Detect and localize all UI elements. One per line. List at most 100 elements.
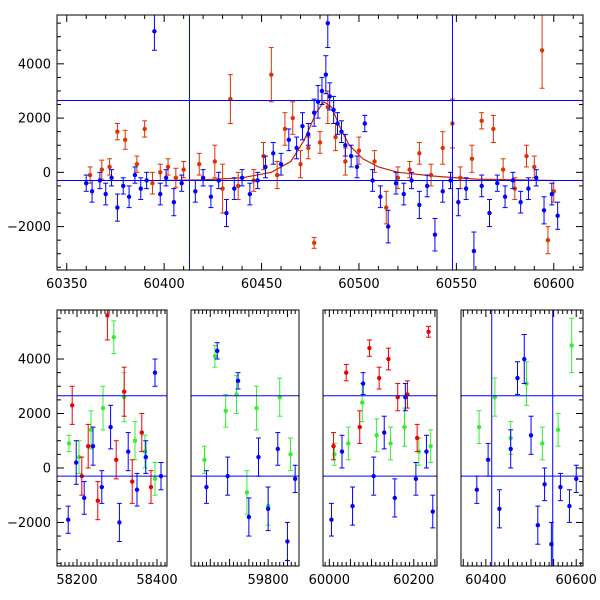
data-point xyxy=(532,164,537,170)
data-point xyxy=(86,443,91,449)
data-point xyxy=(107,164,112,170)
data-point xyxy=(122,137,128,142)
series-0 xyxy=(87,15,557,255)
data-point xyxy=(66,441,72,446)
data-point xyxy=(395,175,401,180)
data-point xyxy=(386,356,391,362)
data-point xyxy=(274,172,280,178)
data-point xyxy=(247,191,253,197)
data-point xyxy=(458,175,463,180)
data-point xyxy=(95,498,101,503)
data-point xyxy=(378,194,383,199)
data-point xyxy=(139,430,144,435)
data-point xyxy=(235,183,241,189)
data-point xyxy=(344,370,349,375)
data-point xyxy=(325,20,330,26)
data-point xyxy=(471,248,477,254)
data-point xyxy=(545,237,551,243)
data-point xyxy=(474,487,480,492)
top-panel: −2000 0 2000 4000 60350 60400 60450 60500 60550 6… xyxy=(7,14,584,292)
data-point xyxy=(515,375,520,381)
data-point xyxy=(497,506,502,512)
data-point xyxy=(319,88,325,94)
data-point xyxy=(430,509,435,514)
data-point xyxy=(99,167,105,172)
data-point xyxy=(469,156,475,161)
data-point xyxy=(269,72,274,77)
data-point xyxy=(343,159,348,164)
data-point xyxy=(200,175,206,180)
data-point xyxy=(339,129,344,134)
data-point xyxy=(479,183,484,189)
y-tick-label: 4000 xyxy=(18,57,51,72)
data-point xyxy=(534,175,539,180)
data-point xyxy=(339,449,345,454)
data-point xyxy=(424,449,429,454)
data-point xyxy=(152,29,157,34)
data-point xyxy=(142,126,147,132)
data-point xyxy=(555,427,561,433)
data-point xyxy=(325,105,330,110)
data-point xyxy=(109,175,114,180)
data-point xyxy=(115,129,120,134)
data-point xyxy=(298,162,303,167)
data-point xyxy=(424,183,430,189)
data-point xyxy=(388,441,393,446)
data-point xyxy=(335,121,340,126)
data-point xyxy=(354,164,360,170)
data-point xyxy=(402,424,407,430)
data-point xyxy=(208,194,214,199)
data-point xyxy=(132,172,138,178)
data-point xyxy=(479,118,484,123)
data-point xyxy=(367,345,372,351)
data-point xyxy=(181,167,186,172)
data-point xyxy=(540,441,545,446)
y-tick-label: −2000 xyxy=(7,220,51,235)
data-point xyxy=(401,191,406,197)
data-point xyxy=(224,210,229,216)
data-point xyxy=(311,110,317,115)
data-point xyxy=(158,170,163,175)
data-point xyxy=(567,503,572,509)
data-point xyxy=(202,457,207,462)
data-point xyxy=(385,224,391,229)
data-point xyxy=(220,186,225,191)
data-point xyxy=(393,180,399,186)
bottom-panel: −2000 0 2000 4000 58200 58400 59800 60000 60200 6… xyxy=(7,309,597,588)
data-point xyxy=(476,424,482,430)
data-point xyxy=(171,199,177,205)
data-point xyxy=(346,441,351,446)
data-point xyxy=(360,400,365,405)
data-point xyxy=(286,137,292,142)
x-tick-label: 59800 xyxy=(247,573,288,588)
data-point xyxy=(528,433,534,438)
data-point xyxy=(108,424,113,430)
data-point xyxy=(311,240,317,246)
data-point xyxy=(89,189,95,194)
data-point xyxy=(87,172,93,178)
data-point xyxy=(148,484,154,490)
series-2 xyxy=(65,334,579,566)
data-point xyxy=(329,517,334,522)
data-point xyxy=(327,94,332,99)
data-point xyxy=(290,115,295,121)
data-point xyxy=(165,164,171,170)
data-point xyxy=(158,191,163,197)
data-point xyxy=(292,476,298,482)
data-point xyxy=(300,124,305,129)
x-tick-label: 60400 xyxy=(143,277,184,292)
x-tick-label: 60200 xyxy=(393,573,434,588)
data-point xyxy=(526,186,531,191)
data-point xyxy=(70,403,75,408)
data-point xyxy=(90,443,96,449)
data-point xyxy=(103,191,108,197)
data-point xyxy=(417,151,422,156)
data-point xyxy=(542,482,547,487)
data-point xyxy=(84,180,89,186)
data-point xyxy=(121,183,126,189)
data-point xyxy=(362,121,368,126)
data-point xyxy=(244,490,250,495)
data-point xyxy=(569,343,574,348)
data-point xyxy=(74,460,79,465)
